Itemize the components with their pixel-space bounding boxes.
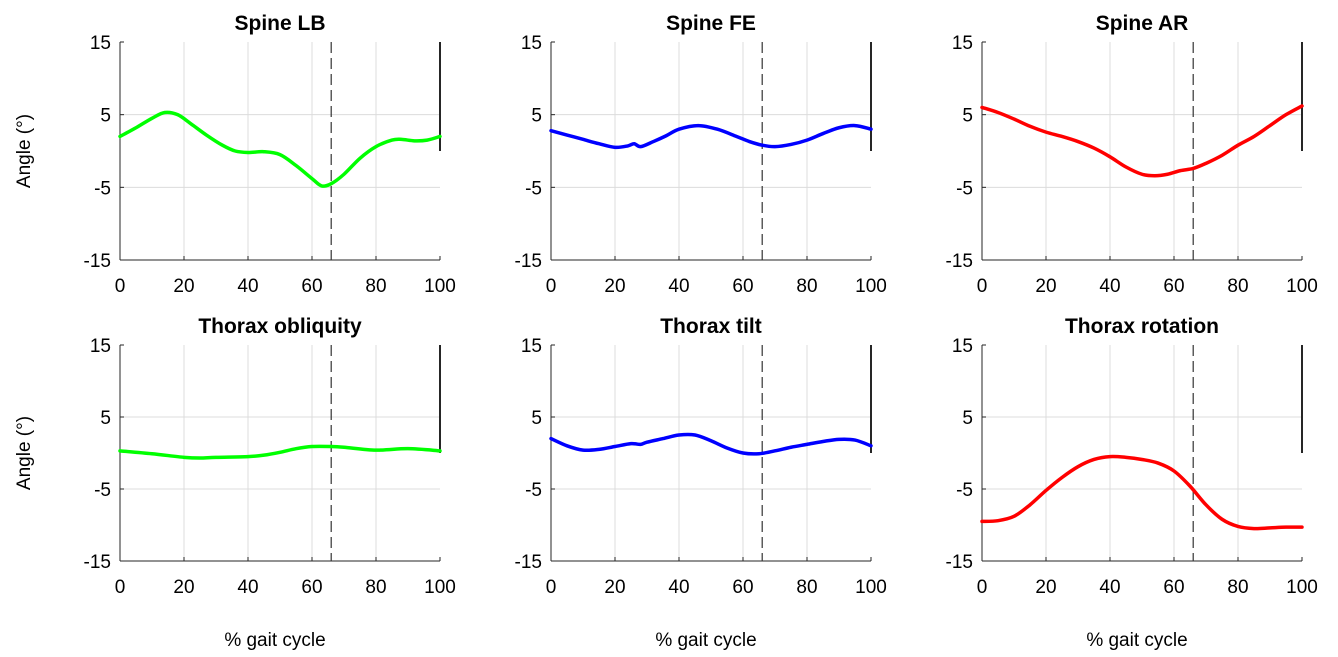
chart-title: Spine AR [1096,12,1189,35]
y-tick-label: -15 [515,251,542,272]
y-tick-label: 15 [90,33,111,54]
x-tick-label: 20 [173,276,194,297]
chart-title: Thorax obliquity [198,315,362,338]
y-tick-label: -15 [84,552,111,573]
x-tick-label: 80 [365,276,386,297]
y-tick-label: -15 [946,552,973,573]
x-tick-label: 80 [796,577,817,598]
x-axis-label: % gait cycle [655,630,756,651]
y-tick-label: -15 [84,251,111,272]
chart-title: Spine FE [666,12,756,35]
y-tick-label: -5 [94,480,111,501]
x-tick-label: 60 [1163,276,1184,297]
y-tick-label: 5 [100,106,111,127]
y-tick-label: 5 [531,408,542,429]
y-tick-label: -5 [94,178,111,199]
chart-title: Thorax tilt [660,315,762,338]
x-tick-label: 20 [1035,276,1056,297]
x-tick-label: 80 [796,276,817,297]
chart-panel: 0 20 40 60 80 100 15 5 -5 -15 Spine FE [515,12,887,297]
x-tick-label: 20 [173,577,194,598]
chart-title: Spine LB [234,12,325,35]
x-tick-label: 60 [1163,577,1184,598]
x-tick-label: 60 [732,276,753,297]
series-line [549,432,873,456]
chart-panel: 0 20 40 60 80 100 15 5 -5 -15 Thorax tilt % gait cy… [515,315,887,651]
y-tick-label: 5 [962,408,973,429]
series-line [980,454,1304,531]
series-line [980,104,1304,178]
x-tick-label: 0 [977,577,988,598]
x-tick-label: 80 [1227,577,1248,598]
x-tick-label: 100 [424,577,456,598]
y-axis-label: Angle (°) [14,416,35,490]
y-tick-label: 5 [100,408,111,429]
y-tick-label: 15 [521,33,542,54]
y-tick-label: 5 [962,106,973,127]
x-axis-label: % gait cycle [224,630,325,651]
chart-panel: 0 20 40 60 80 100 15 5 -5 -15 Spine AR [946,12,1318,297]
series-line [118,444,442,460]
x-tick-label: 100 [855,577,887,598]
chart-panel: 0 20 40 60 80 100 15 5 -5 -15 Thorax obliquity Angl… [14,315,456,651]
y-tick-label: 15 [90,336,111,357]
y-tick-label: -5 [525,480,542,501]
x-tick-label: 40 [668,577,689,598]
x-tick-label: 40 [237,577,258,598]
y-tick-label: -15 [946,251,973,272]
y-tick-label: 5 [531,106,542,127]
x-tick-label: 0 [977,276,988,297]
x-axis-label: % gait cycle [1086,630,1187,651]
x-tick-label: 40 [668,276,689,297]
y-tick-label: -5 [956,480,973,501]
y-tick-label: 15 [952,33,973,54]
x-tick-label: 100 [1286,276,1318,297]
x-tick-label: 40 [237,276,258,297]
x-tick-label: 60 [301,276,322,297]
chart-panel: 0 20 40 60 80 100 15 5 -5 -15 Spine LB Angle (°) [14,12,456,297]
y-tick-label: -5 [956,178,973,199]
chart-panel: 0 20 40 60 80 100 15 5 -5 -15 Thorax rotation % gai… [946,315,1318,651]
x-tick-label: 20 [1035,577,1056,598]
y-axis-label: Angle (°) [14,114,35,188]
y-tick-label: -15 [515,552,542,573]
series-line [549,123,873,150]
x-tick-label: 60 [301,577,322,598]
series-line [118,110,442,188]
x-tick-label: 20 [604,577,625,598]
x-tick-label: 40 [1099,276,1120,297]
x-tick-label: 60 [732,577,753,598]
x-tick-label: 100 [855,276,887,297]
y-tick-label: 15 [952,336,973,357]
x-tick-label: 0 [546,577,557,598]
y-tick-label: 15 [521,336,542,357]
x-tick-label: 0 [115,577,126,598]
y-tick-label: -5 [525,178,542,199]
x-tick-label: 20 [604,276,625,297]
x-tick-label: 0 [546,276,557,297]
x-tick-label: 100 [1286,577,1318,598]
x-tick-label: 0 [115,276,126,297]
chart-title: Thorax rotation [1065,315,1219,338]
x-tick-label: 80 [365,577,386,598]
x-tick-label: 80 [1227,276,1248,297]
x-tick-label: 40 [1099,577,1120,598]
x-tick-label: 100 [424,276,456,297]
